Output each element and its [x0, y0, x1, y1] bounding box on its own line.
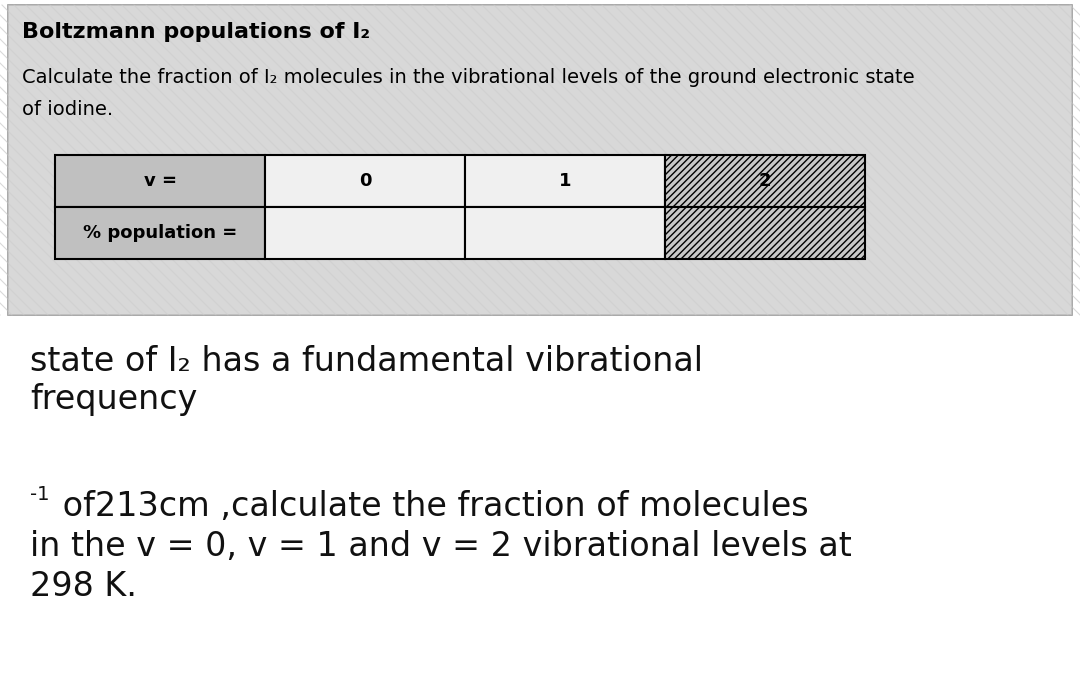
Bar — [8, 5, 1072, 315]
Text: Calculate the fraction of I₂ molecules in the vibrational levels of the ground e: Calculate the fraction of I₂ molecules i… — [22, 68, 915, 87]
Bar — [265, 155, 465, 207]
Bar — [0, 310, 1080, 692]
Text: % population =: % population = — [83, 224, 238, 242]
Text: 298 K.: 298 K. — [30, 570, 137, 603]
Bar — [55, 207, 265, 259]
Bar — [465, 207, 665, 259]
Text: of213cm ,calculate the fraction of molecules: of213cm ,calculate the fraction of molec… — [52, 490, 809, 523]
Bar — [55, 155, 265, 207]
Text: v =: v = — [144, 172, 176, 190]
Text: Boltzmann populations of I₂: Boltzmann populations of I₂ — [22, 22, 370, 42]
Text: 0: 0 — [359, 172, 372, 190]
Bar — [265, 207, 465, 259]
Bar — [465, 155, 665, 207]
Text: state of I₂ has a fundamental vibrational: state of I₂ has a fundamental vibrationa… — [30, 345, 703, 378]
Text: -1: -1 — [30, 485, 50, 504]
Text: 1: 1 — [558, 172, 571, 190]
Text: in the v = 0, v = 1 and v = 2 vibrational levels at: in the v = 0, v = 1 and v = 2 vibrationa… — [30, 530, 852, 563]
Text: of iodine.: of iodine. — [22, 100, 113, 119]
Bar — [8, 5, 1072, 315]
Bar — [665, 207, 865, 259]
Text: 2: 2 — [759, 172, 771, 190]
Text: 2: 2 — [759, 172, 771, 190]
Bar — [665, 155, 865, 207]
Text: frequency: frequency — [30, 383, 198, 416]
